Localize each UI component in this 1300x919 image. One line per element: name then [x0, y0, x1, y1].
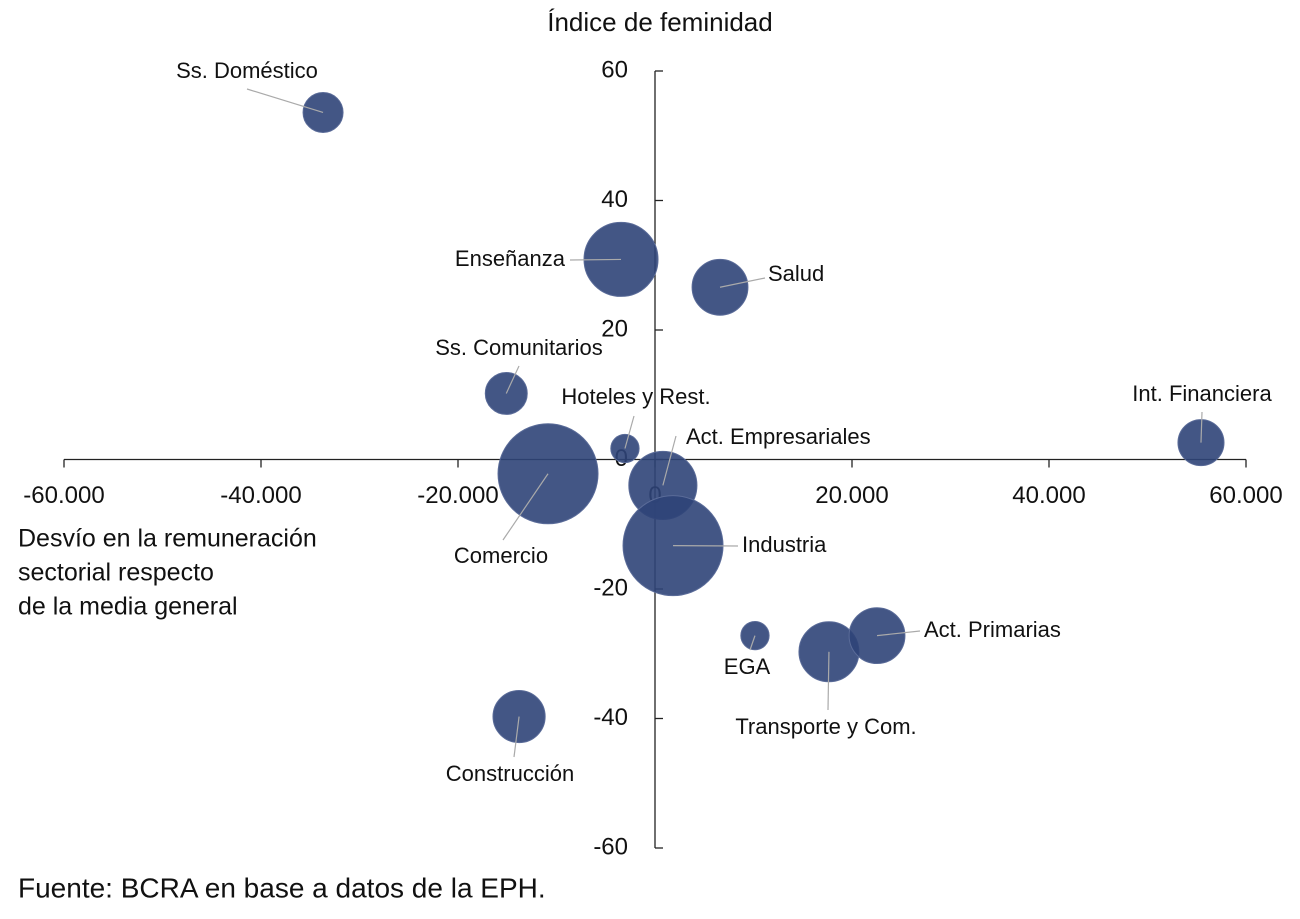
point-label: Hoteles y Rest. — [561, 384, 710, 409]
y-tick-label: -40 — [593, 704, 628, 731]
point-label: Transporte y Com. — [735, 714, 916, 739]
point-label: Construcción — [446, 761, 574, 786]
leader-line — [876, 630, 921, 637]
y-tick-label: 60 — [601, 56, 628, 83]
point-label: Int. Financiera — [1132, 381, 1272, 406]
leader-line — [502, 473, 549, 541]
y-tick-label: -60 — [593, 833, 628, 860]
source-note: Fuente: BCRA en base a datos de la EPH. — [18, 872, 546, 903]
y-tick-label: 20 — [601, 315, 628, 342]
leader-line — [569, 258, 622, 261]
x-tick-label: -60.000 — [23, 482, 104, 509]
x-tick-label: -40.000 — [220, 482, 301, 509]
leader-line — [662, 435, 677, 486]
y-axis-title: Índice de feminidad — [547, 7, 772, 37]
x-tick-label: 60.000 — [1209, 482, 1282, 509]
point-label: Comercio — [454, 543, 548, 568]
leader-line — [246, 88, 324, 114]
x-axis-title: sectorial respecto — [18, 559, 214, 587]
bubble — [484, 371, 528, 415]
point-label: Salud — [768, 261, 824, 286]
leader-line — [719, 277, 766, 288]
x-tick-label: 20.000 — [815, 482, 888, 509]
y-tick-label: -20 — [593, 574, 628, 601]
point-label: EGA — [724, 654, 771, 679]
point-label: Industria — [742, 532, 827, 557]
leader-line — [1200, 411, 1203, 443]
x-axis-title: Desvío en la remuneración — [18, 525, 317, 553]
x-tick-label: 40.000 — [1012, 482, 1085, 509]
x-axis-title: de la media general — [18, 593, 238, 621]
leader-line — [749, 635, 756, 651]
leader-line — [624, 415, 635, 449]
point-label: Enseñanza — [455, 246, 566, 271]
leader-line — [513, 716, 520, 758]
point-label: Ss. Doméstico — [176, 58, 318, 83]
point-label: Act. Empresariales — [686, 424, 871, 449]
point-label: Act. Primarias — [924, 617, 1061, 642]
leader-line — [505, 365, 520, 394]
point-label: Ss. Comunitarios — [435, 335, 603, 360]
x-tick-label: -20.000 — [417, 482, 498, 509]
leader-line — [827, 651, 830, 711]
y-tick-label: 40 — [601, 186, 628, 213]
